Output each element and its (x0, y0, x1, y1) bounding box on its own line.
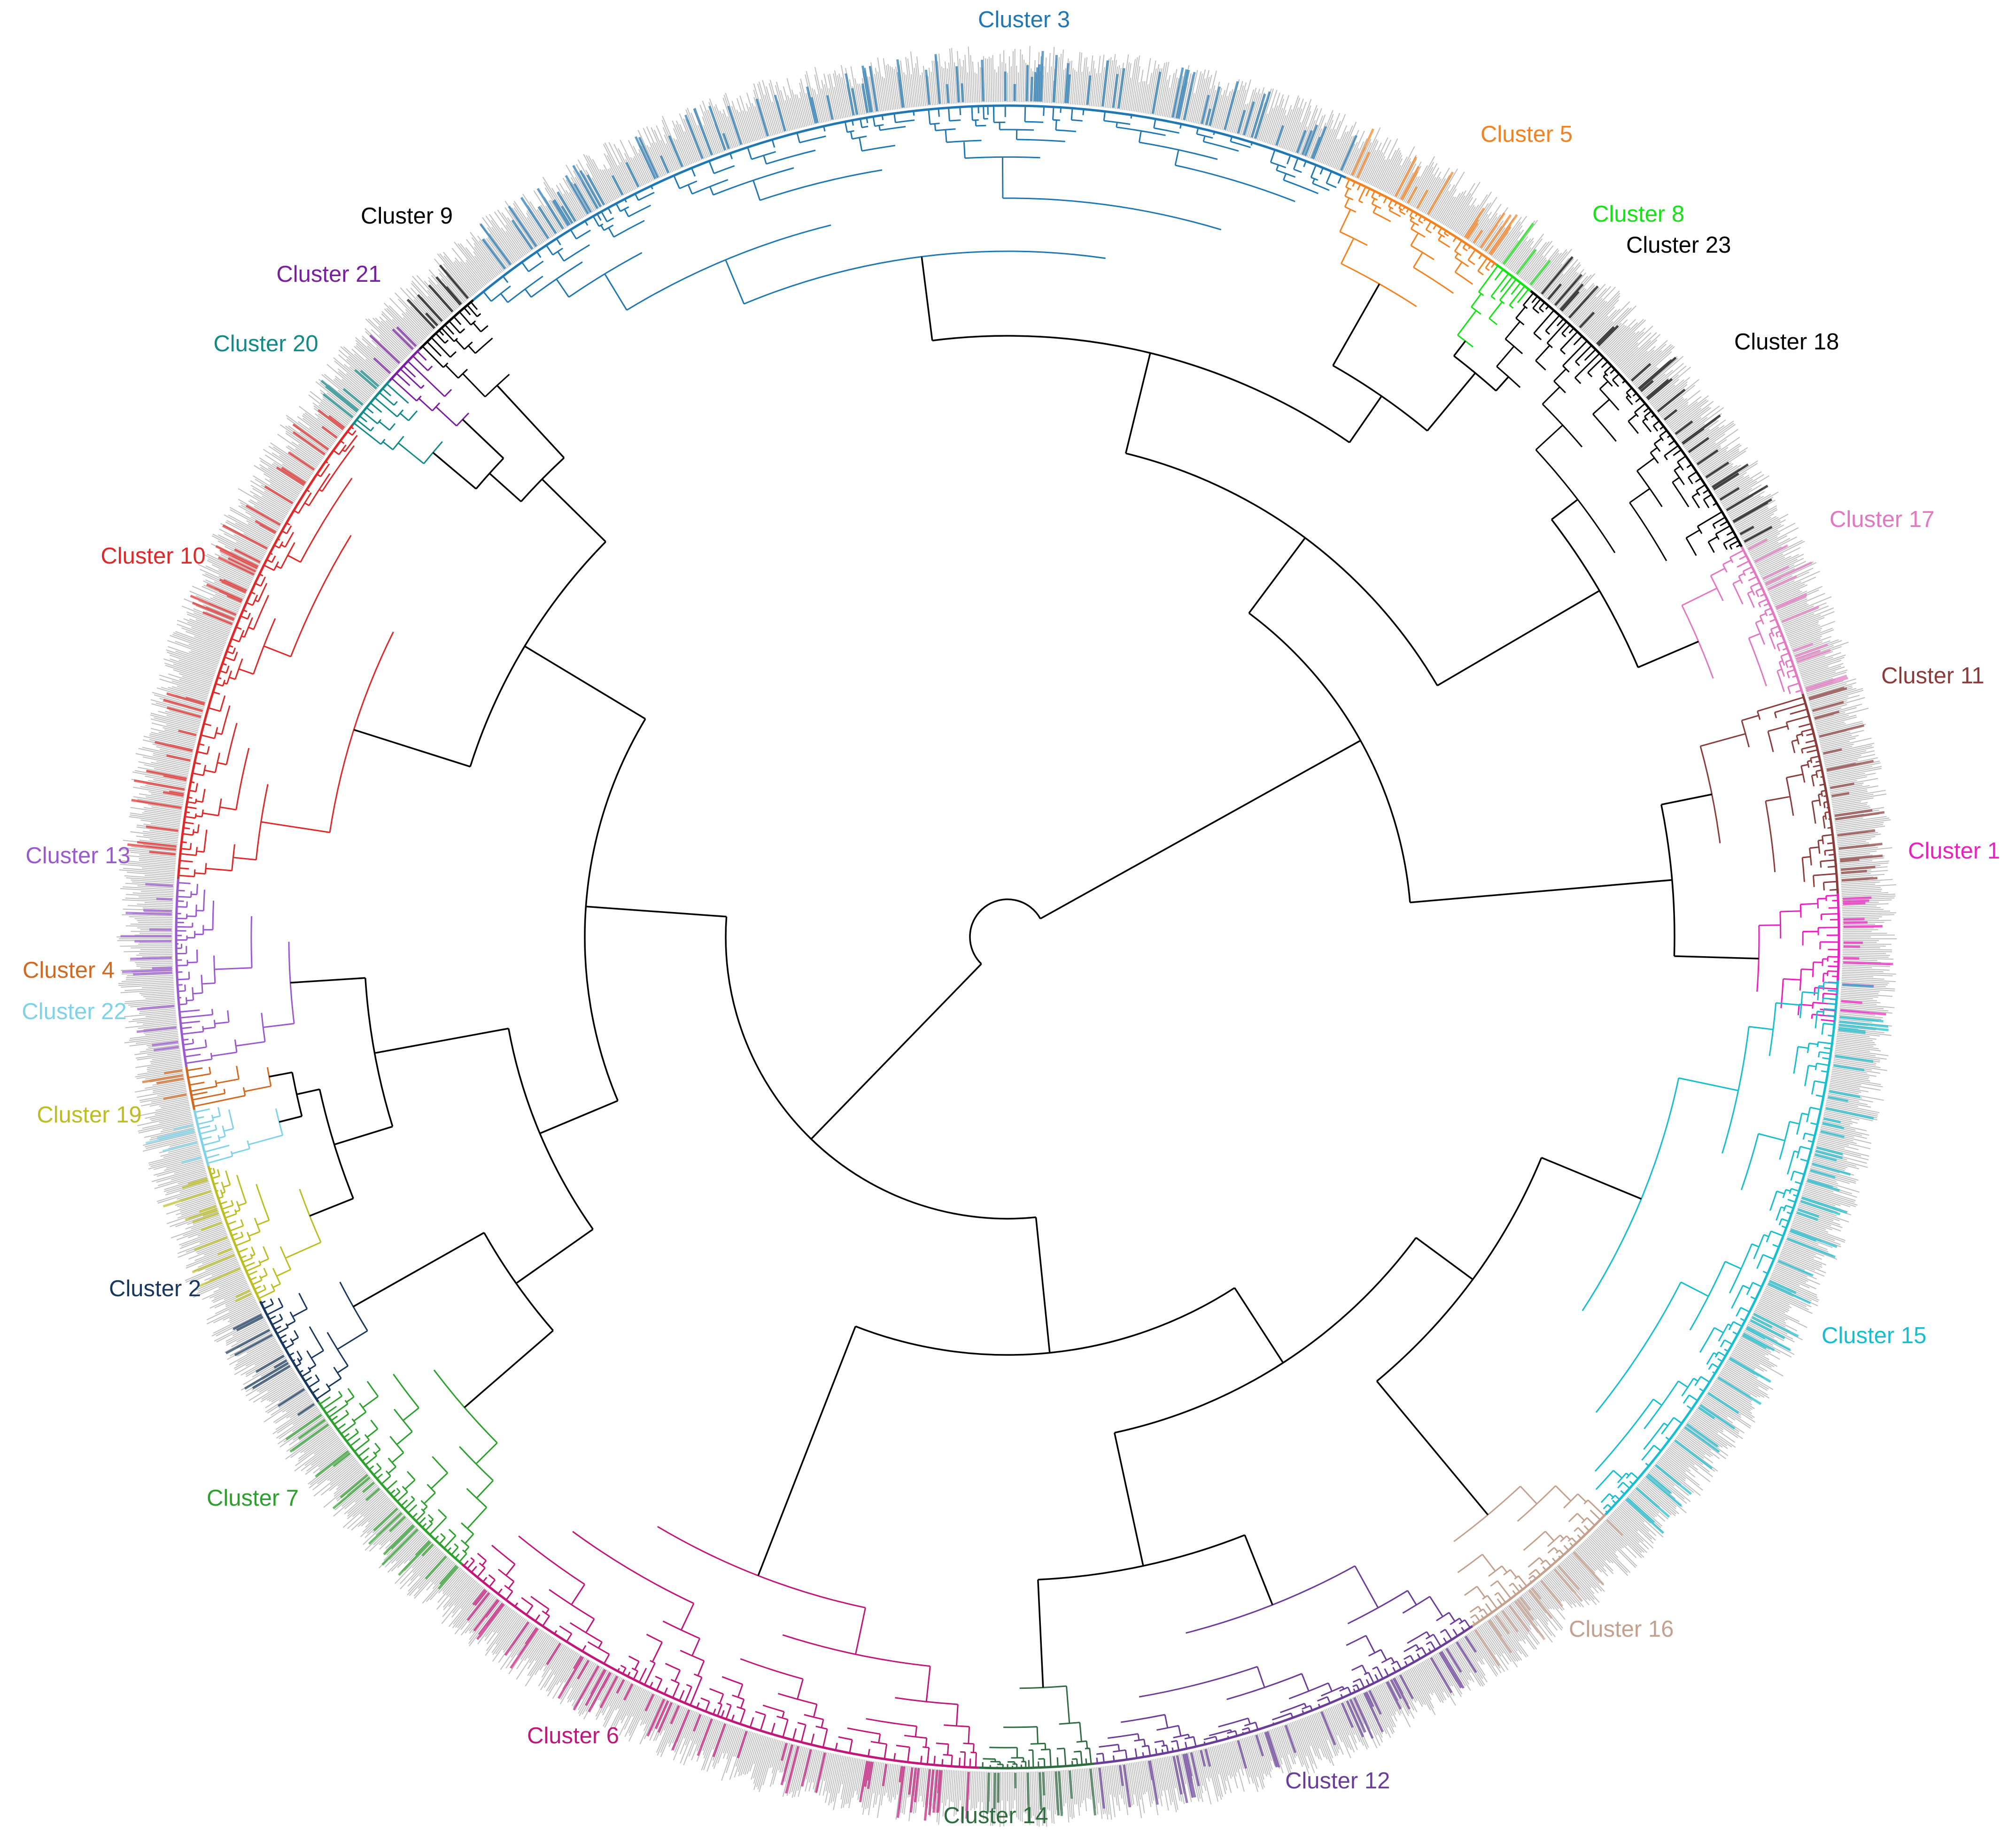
cluster-9-subtree (422, 302, 510, 397)
label-cluster-14: Cluster 14 (943, 1803, 1048, 1828)
cluster-7-leaf-arc (317, 1401, 463, 1565)
cluster-15-subtree (1582, 982, 1838, 1513)
cluster-14-subtree (982, 1685, 1092, 1768)
cluster-22-leaf-arc (193, 1109, 210, 1167)
label-cluster-20: Cluster 20 (213, 331, 318, 356)
cluster-17-subtree (1681, 549, 1802, 694)
cluster-21-leaf-marks (369, 326, 417, 374)
cluster-11-subtree (1699, 696, 1838, 891)
cluster-6-subtree (463, 1526, 977, 1768)
leaf-label-ticks (116, 46, 1897, 1827)
cluster-18-subtree (1535, 340, 1741, 561)
cluster-1-leaf-marks (1840, 896, 1893, 1016)
label-cluster-8: Cluster 8 (1592, 201, 1684, 227)
label-cluster-18: Cluster 18 (1734, 329, 1839, 355)
cluster-9-leaf-marks (406, 264, 469, 329)
cluster-23-leaf-arc (1530, 290, 1586, 340)
label-cluster-9: Cluster 9 (361, 203, 453, 229)
label-cluster-6: Cluster 6 (527, 1723, 619, 1748)
label-cluster-13: Cluster 13 (25, 843, 130, 868)
cluster-16-leaf-arc (1472, 1513, 1606, 1627)
cluster-2-subtree (261, 1282, 368, 1400)
cluster-6-leaf-arc (461, 1563, 979, 1769)
label-cluster-15: Cluster 15 (1822, 1323, 1926, 1348)
cluster-4-leaf-marks (142, 1069, 187, 1100)
cluster-14-leaf-arc (978, 1762, 1095, 1770)
cluster-8-leaf-arc (1495, 263, 1532, 292)
label-cluster-2: Cluster 2 (109, 1276, 201, 1301)
leaf-label-ring (116, 46, 1897, 1827)
label-cluster-3: Cluster 3 (978, 7, 1070, 32)
cluster-19-subtree (209, 1168, 322, 1300)
cluster-3-subtree (483, 106, 1342, 311)
cluster-5-leaf-marks (1351, 128, 1518, 255)
cluster-15-leaf-arc (1605, 980, 1839, 1516)
cluster-13-subtree (176, 882, 295, 1064)
label-cluster-4: Cluster 4 (23, 958, 115, 983)
cluster-6-leaf-marks (466, 1589, 970, 1821)
cluster-22-subtree (194, 1107, 284, 1164)
label-cluster-22: Cluster 22 (22, 999, 126, 1024)
cluster-10-leaf-marks (127, 409, 345, 856)
backbone-branches (269, 256, 1759, 1688)
cluster-21-leaf-arc (388, 348, 421, 382)
cluster-7-subtree (319, 1369, 498, 1563)
cluster-12-subtree (1096, 1565, 1471, 1764)
cluster-16-subtree (1453, 1485, 1605, 1625)
cluster-8-subtree (1457, 265, 1529, 348)
cluster-17-leaf-marks (1748, 538, 1848, 692)
label-cluster-12: Cluster 12 (1285, 1768, 1390, 1794)
cluster-21-subtree (391, 351, 469, 426)
cluster-20-leaf-marks (320, 369, 380, 418)
cluster-3-leaf-arc (472, 104, 1346, 302)
cluster-2-leaf-marks (225, 1314, 315, 1416)
label-cluster-10: Cluster 10 (101, 543, 205, 569)
cluster-13-leaf-arc (175, 879, 188, 1067)
label-cluster-5: Cluster 5 (1481, 122, 1573, 147)
label-cluster-1: Cluster 1 (1908, 838, 2000, 864)
cluster-22-leaf-marks (145, 1123, 202, 1164)
label-cluster-21: Cluster 21 (276, 262, 381, 287)
cluster-5-leaf-arc (1345, 176, 1497, 266)
cluster-13-leaf-marks (120, 883, 179, 1052)
cluster-19-leaf-marks (163, 1177, 252, 1302)
cluster-1-subtree (1756, 894, 1839, 1022)
tree-backbone (269, 256, 1759, 1688)
label-cluster-19: Cluster 19 (37, 1102, 141, 1128)
cluster-5-subtree (1339, 178, 1496, 307)
cluster-12-leaf-marks (1098, 1635, 1477, 1809)
cluster-23-subtree (1496, 292, 1583, 388)
cluster-7-leaf-marks (285, 1414, 459, 1590)
cluster-4-leaf-arc (185, 1067, 196, 1110)
label-cluster-11: Cluster 11 (1881, 663, 1985, 688)
cluster-16-leaf-marks (1474, 1519, 1624, 1667)
cluster-2-leaf-arc (259, 1300, 319, 1403)
cluster-arcs (175, 104, 1840, 1770)
label-cluster-16: Cluster 16 (1569, 1617, 1674, 1642)
cluster-10-subtree (178, 426, 394, 877)
cluster-subtrees (176, 106, 1839, 1768)
cluster-8-leaf-marks (1502, 223, 1551, 286)
cluster-23-leaf-marks (1541, 256, 1599, 329)
cluster-18-leaf-marks (1596, 325, 1773, 543)
cluster-20-subtree (353, 383, 443, 464)
cluster-10-leaf-arc (177, 424, 354, 879)
label-cluster-7: Cluster 7 (207, 1485, 299, 1511)
cluster-15-leaf-marks (1625, 983, 1889, 1534)
label-cluster-17: Cluster 17 (1830, 507, 1934, 532)
cluster-14-leaf-marks (986, 1768, 1096, 1823)
cluster-3-leaf-marks (479, 51, 1357, 270)
cluster-4-subtree (186, 1066, 272, 1107)
cluster-leaf-marks (120, 51, 1893, 1823)
label-cluster-23: Cluster 23 (1626, 232, 1731, 258)
cluster-11-leaf-marks (1808, 687, 1885, 882)
